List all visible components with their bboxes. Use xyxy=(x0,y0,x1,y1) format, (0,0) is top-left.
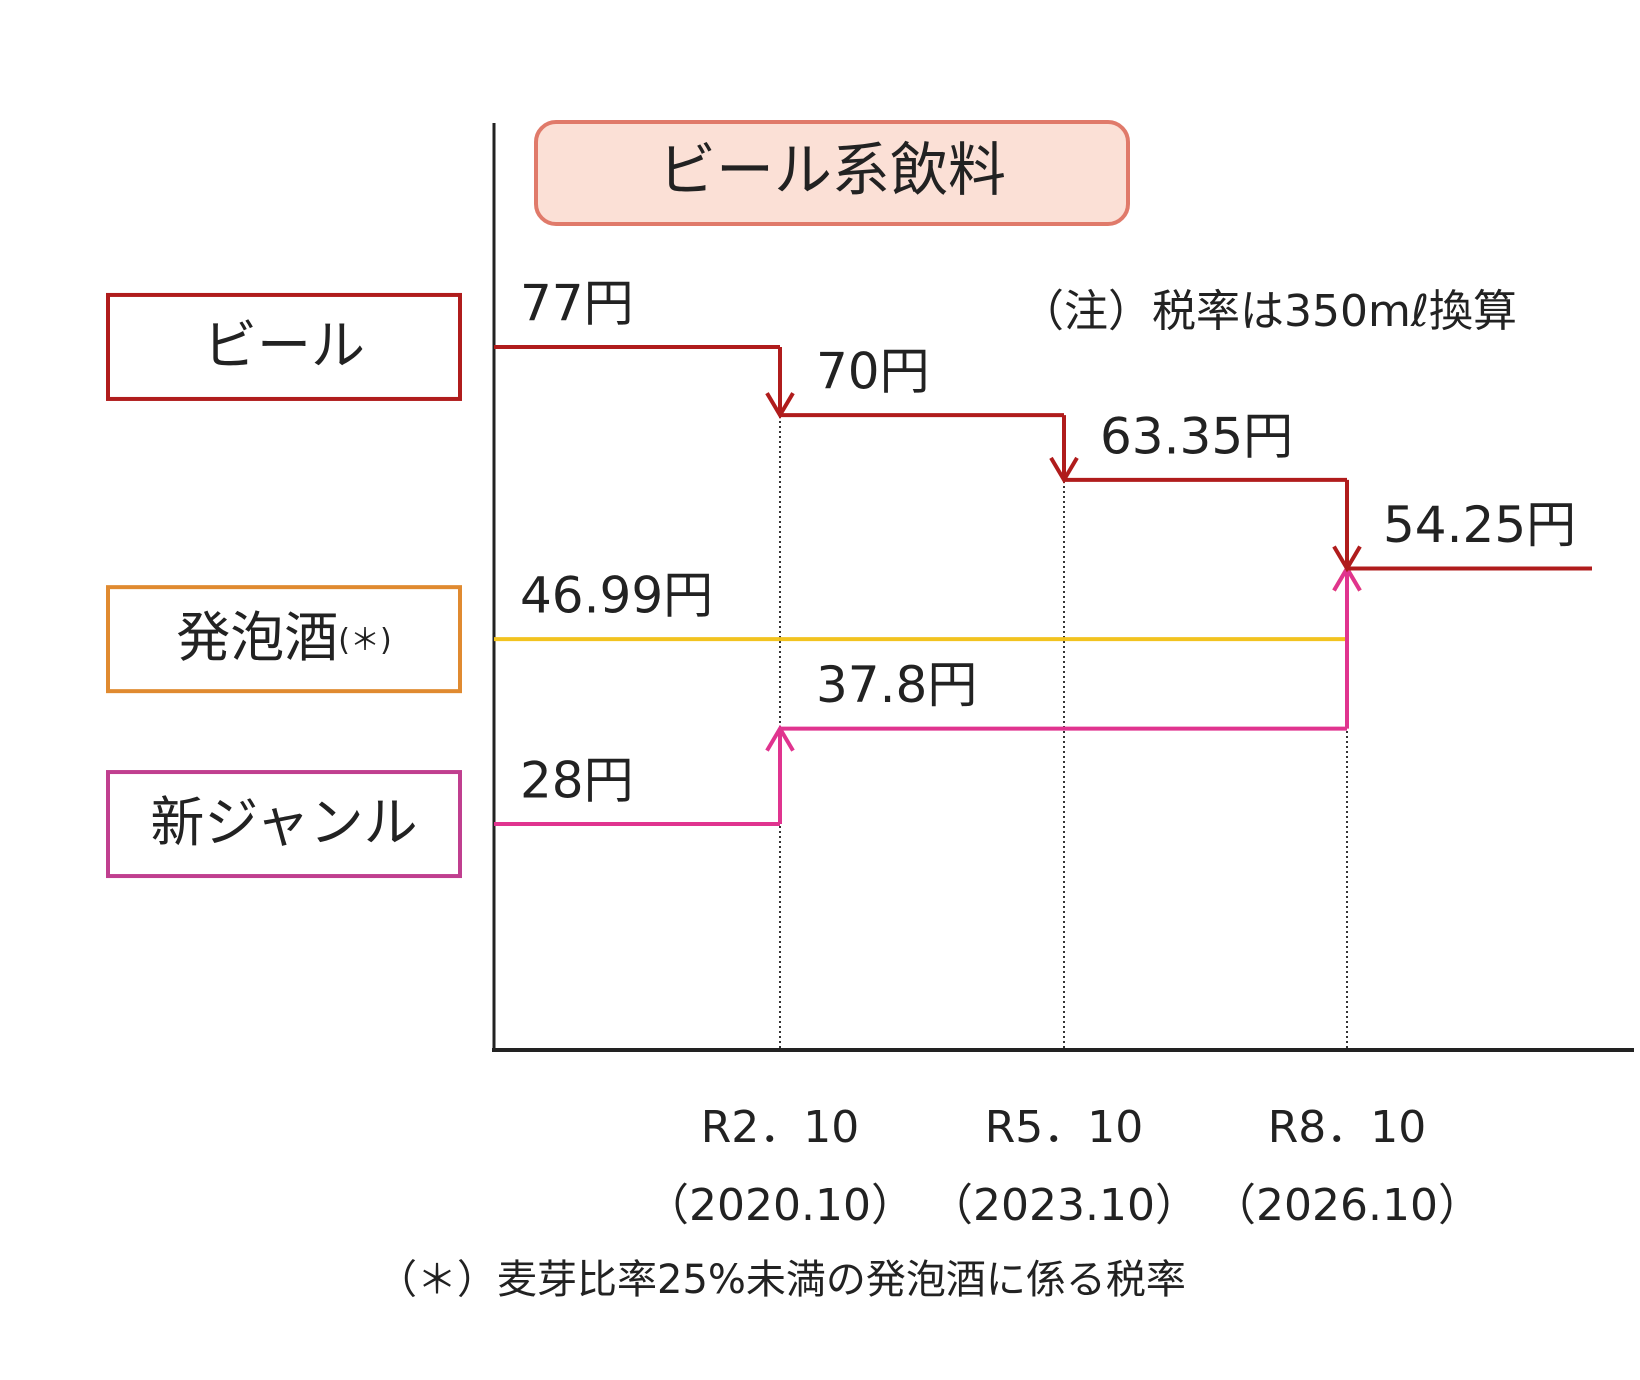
legend-label: 新ジャンル xyxy=(150,791,417,854)
legend-box xyxy=(106,585,462,694)
value-label: 54.25円 xyxy=(1383,496,1576,554)
arrow-head xyxy=(765,392,795,420)
value-label: 28円 xyxy=(520,752,634,810)
legend-box xyxy=(106,292,462,401)
arrow-head xyxy=(1049,456,1079,484)
x-tick-sublabel: （2023.10） xyxy=(929,1180,1199,1231)
value-label: 46.99円 xyxy=(520,567,713,625)
legend-name: 発泡酒 xyxy=(176,606,338,669)
legend-suffix: (＊) xyxy=(338,623,391,658)
arrow-head xyxy=(1332,545,1362,573)
legend-box xyxy=(106,770,462,879)
x-tick-sublabel: （2020.10） xyxy=(645,1180,915,1231)
x-tick-label: R2．10 xyxy=(701,1102,860,1153)
value-label: 37.8円 xyxy=(816,656,977,714)
legend-label: 発泡酒(＊) xyxy=(176,606,391,669)
legend-name: ビール xyxy=(203,314,365,377)
value-label: 77円 xyxy=(520,274,634,332)
x-tick-label: R8．10 xyxy=(1268,1102,1427,1153)
legend-name: 新ジャンル xyxy=(150,791,417,854)
footnote: （＊）麦芽比率25%未満の発泡酒に係る税率 xyxy=(377,1257,1186,1303)
arrow-head xyxy=(765,724,795,752)
x-tick-label: R5．10 xyxy=(985,1102,1144,1153)
note: （注）税率は350mℓ換算 xyxy=(1020,286,1517,337)
value-label: 70円 xyxy=(816,343,930,401)
title-box xyxy=(534,120,1130,226)
chart-title: ビール系飲料 xyxy=(658,136,1006,204)
value-label: 63.35円 xyxy=(1100,407,1293,465)
legend-label: ビール xyxy=(203,314,365,377)
x-tick-sublabel: （2026.10） xyxy=(1212,1180,1482,1231)
